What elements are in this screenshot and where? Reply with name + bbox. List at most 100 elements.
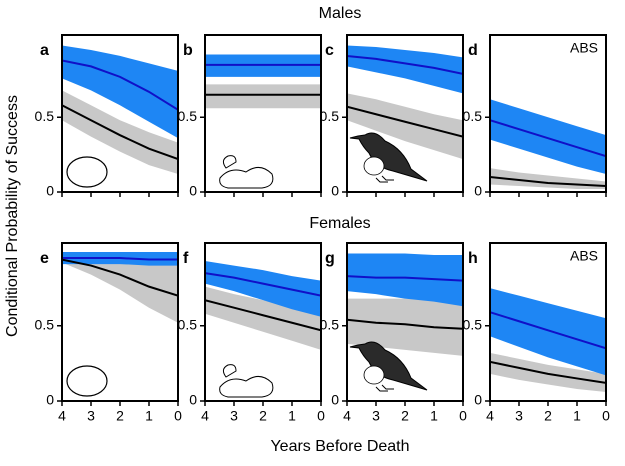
plot-area [490, 99, 606, 190]
x-tick-label: 1 [573, 408, 581, 424]
plot-area [347, 45, 463, 160]
x-tick-label: 2 [259, 408, 267, 424]
bird-belly [363, 156, 385, 176]
confidence-band [490, 288, 606, 376]
x-tick-label: 2 [116, 408, 124, 424]
plot-area [205, 261, 321, 350]
panel-label: b [183, 42, 193, 59]
plot-area [490, 288, 606, 392]
line [490, 360, 606, 384]
confidence-band [490, 352, 606, 392]
y-tick-label: 0.5 [320, 108, 340, 124]
x-tick-label: 0 [459, 408, 467, 424]
bird-belly [363, 365, 385, 385]
plot-area [62, 45, 178, 175]
y-tick-label: 0.5 [463, 108, 483, 124]
x-tick-label: 3 [372, 408, 380, 424]
line [347, 318, 463, 330]
y-tick-label: 0.5 [35, 108, 55, 124]
x-tick-label: 0 [174, 408, 182, 424]
bird-feet [375, 384, 394, 392]
line [62, 257, 178, 261]
confidence-band [490, 99, 606, 175]
chick-icon [219, 155, 274, 189]
panel-label: g [325, 250, 335, 267]
line [347, 275, 463, 282]
line [347, 105, 463, 138]
y-tick-label: 0.5 [178, 108, 198, 124]
x-tick-label: 4 [201, 408, 209, 424]
line [347, 54, 463, 75]
x-tick-label: 1 [145, 408, 153, 424]
line [490, 311, 606, 350]
y-tick-label: 0 [331, 183, 339, 199]
x-tick-label: 3 [515, 408, 523, 424]
line [490, 119, 606, 158]
y-tick-label: 0 [189, 392, 197, 408]
line [62, 258, 178, 297]
egg-icon [66, 156, 108, 188]
row-title: Males [319, 5, 362, 22]
y-tick-label: 0 [474, 183, 482, 199]
y-tick-label: 0 [331, 392, 339, 408]
plot-area [62, 252, 178, 323]
icon [349, 132, 428, 183]
x-tick-label: 1 [430, 408, 438, 424]
icon [66, 156, 108, 188]
panel-label: c [325, 42, 334, 59]
y-axis-label: Conditional Probability of Success [4, 95, 21, 337]
y-tick-label: 0.5 [463, 316, 483, 332]
x-tick-label: 4 [58, 408, 66, 424]
bird-feet [375, 175, 394, 183]
line [490, 176, 606, 188]
chick-icon [219, 364, 274, 398]
bird-icon [349, 132, 428, 182]
annotation: ABS [570, 40, 598, 56]
y-tick-label: 0.5 [178, 316, 198, 332]
y-tick-label: 0 [46, 392, 54, 408]
plot-area [205, 54, 321, 109]
panel-label: e [40, 250, 49, 267]
confidence-band [347, 298, 463, 356]
x-tick-label: 2 [544, 408, 552, 424]
bird-icon [349, 341, 428, 391]
icon [349, 341, 428, 392]
confidence-band [62, 253, 178, 323]
y-tick-label: 0 [46, 183, 54, 199]
plot-area [347, 253, 463, 356]
x-tick-label: 2 [401, 408, 409, 424]
y-tick-label: 0 [189, 183, 197, 199]
panel-label: d [468, 42, 478, 59]
confidence-band [205, 84, 321, 109]
x-tick-label: 3 [87, 408, 95, 424]
icon [66, 365, 108, 397]
x-tick-label: 0 [602, 408, 610, 424]
line [62, 59, 178, 111]
row-title: Females [309, 215, 370, 232]
confidence-band [347, 45, 463, 94]
line [205, 299, 321, 332]
y-tick-label: 0 [474, 392, 482, 408]
confidence-band [347, 253, 463, 307]
panel-label: h [468, 250, 478, 267]
x-tick-label: 0 [317, 408, 325, 424]
y-tick-label: 0.5 [320, 316, 340, 332]
line [62, 104, 178, 161]
confidence-band [205, 286, 321, 350]
panel-label: f [183, 250, 189, 267]
icon [219, 155, 274, 189]
x-tick-label: 4 [486, 408, 494, 424]
egg-icon [66, 365, 108, 397]
x-tick-label: 1 [288, 408, 296, 424]
confidence-band [347, 93, 463, 160]
y-tick-label: 0.5 [35, 316, 55, 332]
icon [219, 364, 274, 398]
x-tick-label: 3 [230, 408, 238, 424]
confidence-band [62, 90, 178, 175]
panel-label: a [40, 42, 49, 59]
confidence-band [205, 261, 321, 317]
confidence-band [62, 45, 178, 139]
line [205, 272, 321, 297]
annotation: ABS [570, 248, 598, 264]
